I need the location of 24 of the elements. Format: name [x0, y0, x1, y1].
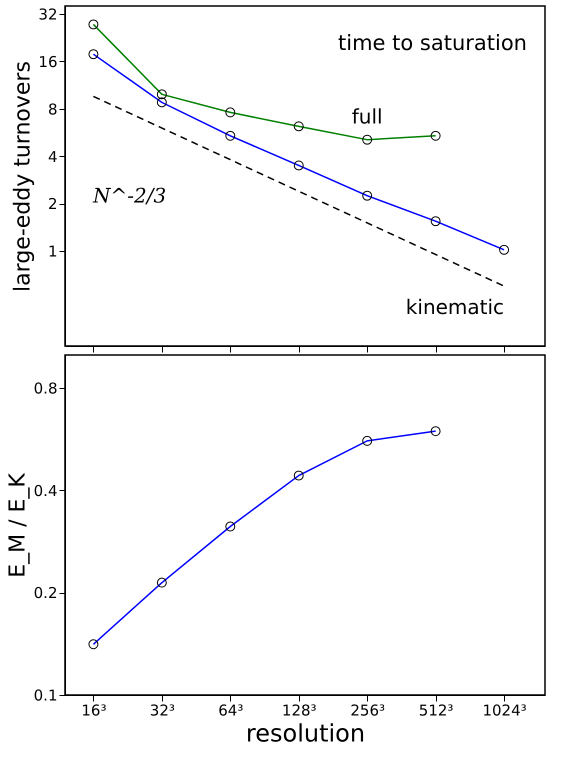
x-tick-label: 16³	[81, 702, 106, 720]
annotation: N^-2/3	[92, 183, 166, 208]
y-tick-label: 32	[38, 6, 58, 24]
y-tick-label: 0.2	[34, 584, 58, 602]
y-axis-title: E_M / E_K	[6, 472, 31, 578]
x-tick-label: 512³	[418, 702, 454, 720]
x-tick-label: 1024³	[482, 702, 527, 720]
y-tick-label: 8	[48, 100, 58, 118]
y-tick-label: 0.8	[34, 379, 58, 398]
y-tick-label: 2	[48, 195, 58, 214]
x-axis-title: resolution	[246, 720, 366, 748]
y-axis-title: large-eddy turnovers	[10, 61, 36, 292]
x-tick-label: 128³	[282, 702, 317, 720]
y-tick-label: 0.1	[34, 686, 58, 704]
y-tick-label: 16	[38, 52, 58, 71]
y-tick-label: 4	[48, 148, 58, 166]
y-tick-label: 0.4	[34, 482, 58, 500]
x-tick-label: 256³	[350, 702, 386, 720]
x-tick-label: 32³	[150, 702, 175, 720]
series-label: kinematic	[406, 295, 504, 320]
y-tick-label: 1	[48, 242, 58, 261]
text: time to saturation	[338, 31, 527, 55]
x-tick-label: 64³	[218, 702, 244, 720]
series-label: full	[352, 104, 383, 129]
